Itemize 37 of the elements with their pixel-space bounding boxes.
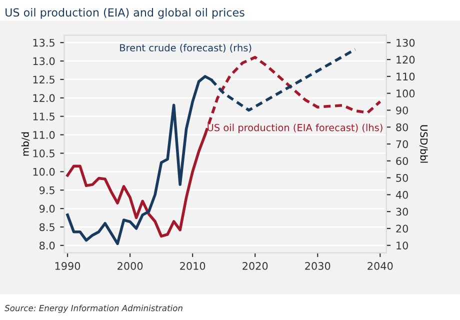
x-tick-label: 2040	[368, 262, 393, 270]
y2-axis-title: USD/bbl	[420, 125, 428, 163]
y2-tick-label: 70	[396, 140, 408, 148]
chart-title: US oil production (EIA) and global oil prices	[6, 8, 244, 19]
source-note: Source: Energy Information Administration	[4, 304, 182, 313]
y-tick-label: 10.0	[33, 168, 55, 176]
y2-tick-label: 130	[396, 38, 415, 47]
y-tick-label: 9.0	[39, 204, 55, 213]
y-tick-label: 12.0	[33, 94, 55, 102]
y2-tick-label: 80	[396, 123, 408, 132]
y2-tick-label: 20	[396, 224, 408, 233]
y-axis-title: mb/d	[21, 132, 30, 156]
x-tick-label: 2000	[118, 262, 143, 270]
y2-tick-label: 90	[396, 106, 408, 114]
y2-tick-label: 40	[396, 190, 408, 199]
y-tick-label: 12.5	[33, 76, 54, 84]
y2-tick-label: 110	[396, 72, 415, 81]
y-tick-label: 9.5	[39, 186, 54, 194]
y-tick-label: 11.0	[33, 131, 55, 139]
y-tick-label: 11.5	[33, 112, 54, 120]
y2-tick-label: 10	[396, 242, 408, 250]
x-tick-label: 2020	[242, 262, 268, 270]
y-tick-label: 8.5	[40, 223, 54, 232]
y-tick-label: 13.5	[33, 38, 54, 47]
y2-tick-label: 50	[396, 174, 408, 182]
x-tick-label: 1990	[55, 262, 80, 270]
y2-tick-label: 100	[396, 90, 415, 98]
y2-tick-label: 30	[396, 208, 408, 216]
x-tick-label: 2010	[180, 262, 206, 270]
y-tick-label: 13.0	[33, 57, 55, 66]
x-tick-label: 2030	[305, 262, 330, 270]
y2-tick-label: 60	[396, 157, 408, 165]
y2-tick-label: 120	[396, 56, 415, 64]
y-tick-label: 10.5	[33, 149, 54, 158]
text: Brent crude (forecast) (rhs)	[120, 44, 252, 53]
series-label: US oil production (EIA forecast) (lhs)	[208, 124, 382, 134]
y-tick-label: 8.0	[40, 242, 55, 250]
